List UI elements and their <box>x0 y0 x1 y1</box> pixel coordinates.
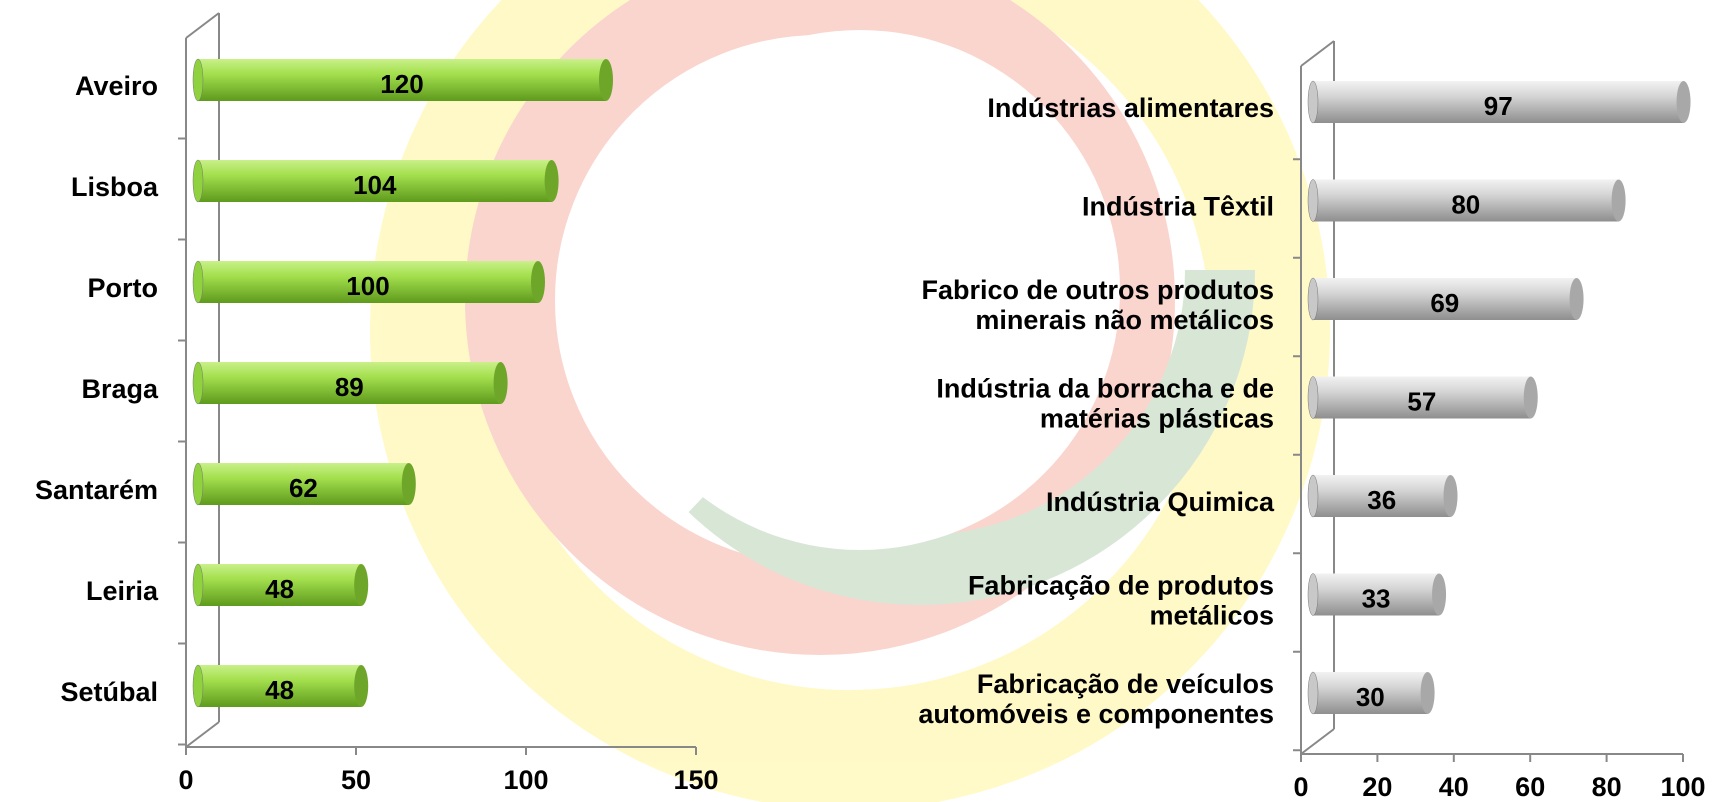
bar-end-cap <box>599 59 613 101</box>
bar-start-cap <box>1307 80 1319 124</box>
bar <box>198 261 538 303</box>
bar <box>198 564 362 606</box>
bar-end-cap <box>544 160 559 202</box>
bar-start-cap <box>1307 277 1319 321</box>
value-label: 89 <box>335 372 364 402</box>
category-label: Porto <box>88 273 159 303</box>
value-label: 120 <box>380 69 423 99</box>
category-label: Setúbal <box>60 677 158 707</box>
value-label: 48 <box>265 675 294 705</box>
bar <box>198 362 501 404</box>
category-label: Indústria da borracha e de matérias plást… <box>936 374 1274 434</box>
bar <box>198 665 362 707</box>
bar-start-cap <box>192 159 204 203</box>
value-label: 48 <box>265 574 294 604</box>
bar <box>1313 179 1619 222</box>
value-label: 30 <box>1356 682 1385 712</box>
value-label: 62 <box>289 473 318 503</box>
bar <box>1313 376 1531 419</box>
bar-end-cap <box>1443 475 1458 517</box>
category-label: Lisboa <box>71 172 159 202</box>
bar-start-cap <box>1307 671 1319 715</box>
bar-start-cap <box>192 664 204 708</box>
value-label: 36 <box>1367 485 1396 515</box>
x-tick-label: 0 <box>1293 772 1308 802</box>
bar-end-cap <box>1611 179 1626 222</box>
bar <box>1313 278 1577 320</box>
bar-end-cap <box>1523 376 1538 419</box>
bar-end-cap <box>493 362 508 404</box>
x-tick-label: 40 <box>1439 772 1469 802</box>
value-label: 100 <box>346 271 389 301</box>
bar-end-cap <box>1569 278 1584 320</box>
bar <box>1313 81 1684 123</box>
bar <box>198 59 606 101</box>
value-label: 97 <box>1484 91 1513 121</box>
floor-edge <box>185 721 220 748</box>
category-label: Fabricação de produtos metálicos <box>968 571 1274 631</box>
value-label: 57 <box>1407 386 1436 416</box>
bar-start-cap <box>1307 179 1319 222</box>
category-label: Indústria Quimica <box>1046 487 1275 517</box>
x-tick-label: 0 <box>178 765 193 795</box>
charts: 0 50 100 150 Aveiro 120 Lisboa 104 Porto 100 Braga… <box>35 12 1706 802</box>
bar-end-cap <box>354 665 369 707</box>
value-label: 33 <box>1362 583 1391 613</box>
x-tick-label: 100 <box>503 765 548 795</box>
category-label: Leiria <box>86 576 159 606</box>
bar-start-cap <box>192 361 204 405</box>
category-label: Aveiro <box>75 71 158 101</box>
category-label: Indústrias alimentares <box>987 93 1274 123</box>
bar <box>1313 573 1440 616</box>
x-tick-label: 60 <box>1515 772 1545 802</box>
bar-end-cap <box>354 564 369 606</box>
x-tick-label: 150 <box>673 765 718 795</box>
value-label: 104 <box>353 170 397 200</box>
value-label: 80 <box>1451 189 1480 219</box>
bar-start-cap <box>192 260 204 304</box>
category-label: Fabrico de outros produtos minerais não m… <box>921 275 1274 335</box>
category-label: Santarém <box>35 475 158 505</box>
category-label: Fabricação de veículos automóveis e compo… <box>918 669 1274 729</box>
value-label: 69 <box>1430 288 1459 318</box>
x-tick-label: 100 <box>1660 772 1705 802</box>
x-tick-label: 20 <box>1362 772 1392 802</box>
bar <box>1313 672 1428 714</box>
category-label: Indústria Têxtil <box>1082 192 1274 222</box>
x-tick-label: 80 <box>1592 772 1622 802</box>
bar-end-cap <box>401 463 416 505</box>
wall-edge <box>185 12 220 39</box>
category-label: Braga <box>81 374 159 404</box>
bar-end-cap <box>1420 672 1435 714</box>
x-tick-label: 50 <box>341 765 371 795</box>
bar-start-cap <box>192 58 204 102</box>
bar <box>198 160 552 202</box>
bar-start-cap <box>192 462 204 506</box>
bar <box>198 463 409 505</box>
bar-start-cap <box>1307 474 1319 518</box>
bar-start-cap <box>1307 573 1319 616</box>
bar-end-cap <box>531 261 545 303</box>
bar <box>1313 475 1451 517</box>
bar-start-cap <box>1307 376 1319 419</box>
bar-end-cap <box>1676 81 1691 123</box>
floor-edge <box>1300 728 1335 755</box>
wall-edge <box>1300 40 1335 67</box>
bar-end-cap <box>1432 573 1447 616</box>
bar-start-cap <box>192 563 204 607</box>
